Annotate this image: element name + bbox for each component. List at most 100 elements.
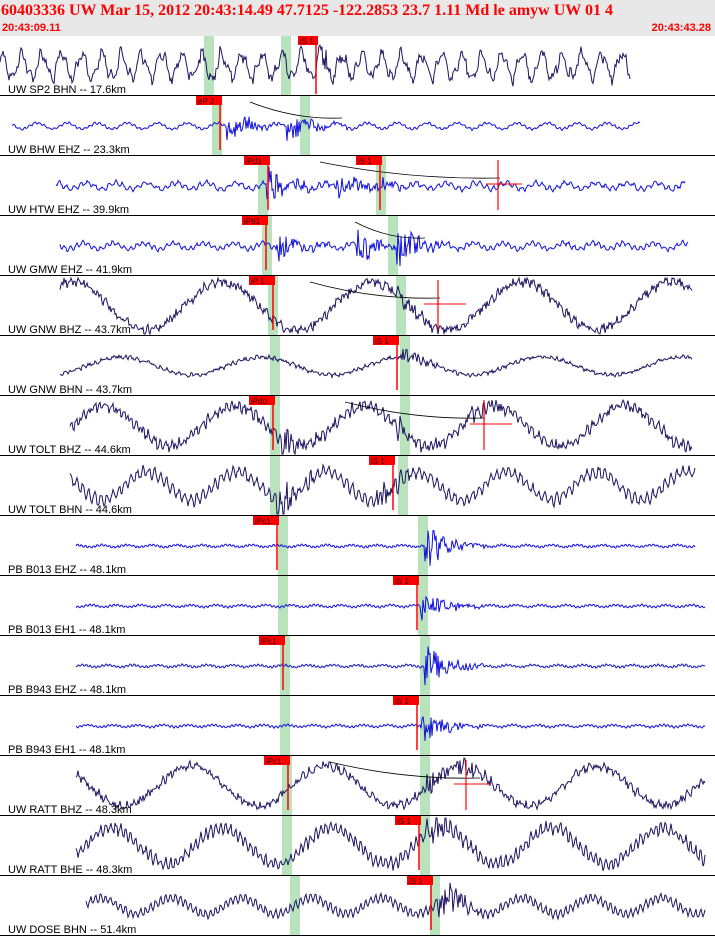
pick-window xyxy=(270,456,280,516)
trace-row: iPd1 UW GMW EHZ -- 41.9km xyxy=(0,216,715,276)
travel-time-curve xyxy=(309,281,441,299)
seismogram-panel: iS 1 UW SP2 BHN -- 17.6km eP 2 UW BHW EHZ -… xyxy=(0,36,715,936)
pick-window xyxy=(278,576,288,636)
trace-row: iS 1 UW TOLT BHN -- 44.6km xyxy=(0,456,715,516)
pick-flag xyxy=(264,756,290,765)
pick-label: iPd0 xyxy=(251,397,268,406)
waveform xyxy=(75,716,706,741)
waveform xyxy=(85,882,706,921)
pick-flag xyxy=(369,456,395,465)
trace-row: iS 1 UW GNW BHN -- 43.7km xyxy=(0,336,715,396)
station-label: UW TOLT BHZ -- 44.6km xyxy=(8,444,131,456)
pick-window xyxy=(282,816,292,876)
pick-window xyxy=(290,876,300,936)
trace-row: iPd1 iS 1 UW HTW EHZ -- 39.9km xyxy=(0,156,715,216)
waveform xyxy=(75,529,696,566)
station-label: PB B943 EH1 -- 48.1km xyxy=(8,744,125,756)
pick-label: iP 1 xyxy=(251,277,265,286)
pick-flag xyxy=(244,156,270,165)
pick-label: iS 1 xyxy=(371,457,385,466)
travel-time-curve xyxy=(249,101,343,119)
pick-label: iS 1 xyxy=(409,877,423,886)
pick-window xyxy=(280,696,290,756)
pick-window xyxy=(270,396,280,456)
pick-window xyxy=(400,336,410,396)
event-header: 60403336 UW Mar 15, 2012 20:43:14.49 47.… xyxy=(0,0,715,36)
pick-window xyxy=(420,636,430,696)
waveform xyxy=(69,463,696,515)
pick-flag xyxy=(196,96,222,105)
trace-row: iS 1 PB B013 EH1 -- 48.1km xyxy=(0,576,715,636)
trace-row: iS 1 UW SP2 BHN -- 17.6km xyxy=(0,36,715,96)
pick-label: iPd1 xyxy=(244,217,261,226)
trace-row: iPd0 UW TOLT BHZ -- 44.6km xyxy=(0,396,715,456)
trace-row: iS 1 PB B943 EH1 -- 48.1km xyxy=(0,696,715,756)
pick-window xyxy=(204,36,214,96)
waveform xyxy=(0,44,631,87)
waveform xyxy=(75,646,706,686)
end-time: 20:43:43.28 xyxy=(651,22,711,34)
pick-window xyxy=(420,816,430,876)
station-label: UW GMW EHZ -- 41.9km xyxy=(8,264,132,276)
pick-flag xyxy=(242,216,268,225)
pick-label: iPc1 xyxy=(266,757,282,766)
waveform xyxy=(69,398,693,456)
waveform xyxy=(75,757,706,811)
waveform xyxy=(59,229,689,267)
pick-window xyxy=(420,696,430,756)
pick-label: iS 1 xyxy=(395,577,409,586)
station-label: UW RATT BHE -- 48.3km xyxy=(8,864,132,876)
station-label: UW RATT BHZ -- 48.3km xyxy=(8,804,132,816)
station-label: UW GNW BHN -- 43.7km xyxy=(8,384,132,396)
pick-label: eP 2 xyxy=(198,97,215,106)
station-label: UW HTW EHZ -- 39.9km xyxy=(8,204,129,216)
pick-window xyxy=(420,756,430,816)
station-label: PB B943 EHZ -- 48.1km xyxy=(8,684,126,696)
station-label: UW DOSE BHN -- 51.4km xyxy=(8,924,136,936)
trace-row: iP 1 UW GNW BHZ -- 43.7km xyxy=(0,276,715,336)
pick-flag xyxy=(249,396,275,405)
pick-window xyxy=(262,216,272,276)
pick-flag xyxy=(298,36,318,45)
pick-flag xyxy=(249,276,275,285)
trace-row: iS 1 UW DOSE BHN -- 51.4km xyxy=(0,876,715,936)
pick-window xyxy=(282,756,292,816)
pick-window xyxy=(430,876,440,936)
travel-time-curve xyxy=(344,401,486,419)
travel-time-curve xyxy=(354,221,426,239)
pick-label: iS 1 xyxy=(395,697,409,706)
waveform xyxy=(75,817,706,871)
waveform xyxy=(55,166,686,200)
trace-row: eP 2 UW BHW EHZ -- 23.3km xyxy=(0,96,715,156)
pick-window xyxy=(388,216,398,276)
event-title: 60403336 UW Mar 15, 2012 20:43:14.49 47.… xyxy=(1,2,613,19)
station-label: PB B013 EH1 -- 48.1km xyxy=(8,624,125,636)
travel-time-curve xyxy=(319,161,501,179)
pick-flag xyxy=(253,516,279,525)
pick-flag xyxy=(356,156,382,165)
pick-flag xyxy=(259,636,285,645)
pick-label: iS 1 xyxy=(375,337,389,346)
pick-flag xyxy=(373,336,399,345)
pick-flag xyxy=(393,696,419,705)
trace-row: iPc1 PB B013 EHZ -- 48.1km xyxy=(0,516,715,576)
travel-time-curve xyxy=(329,761,481,779)
trace-row: iPc1 PB B943 EHZ -- 48.1km xyxy=(0,636,715,696)
pick-window xyxy=(212,96,222,156)
station-label: UW SP2 BHN -- 17.6km xyxy=(8,84,126,96)
pick-window xyxy=(400,396,410,456)
station-label: UW TOLT BHN -- 44.6km xyxy=(8,504,132,516)
trace-row: iS 1 UW RATT BHE -- 48.3km xyxy=(0,816,715,876)
station-label: UW GNW BHZ -- 43.7km xyxy=(8,324,131,336)
pick-window xyxy=(258,156,268,216)
pick-window xyxy=(300,96,310,156)
pick-window xyxy=(270,336,280,396)
pick-flag xyxy=(407,876,433,885)
station-label: UW BHW EHZ -- 23.3km xyxy=(8,144,130,156)
start-time: 20:43:09.11 xyxy=(2,22,61,34)
station-label: PB B013 EHZ -- 48.1km xyxy=(8,564,126,576)
pick-label: iPc1 xyxy=(255,517,271,526)
pick-window xyxy=(376,156,386,216)
waveform xyxy=(75,595,706,621)
pick-label: iS 1 xyxy=(397,817,411,826)
